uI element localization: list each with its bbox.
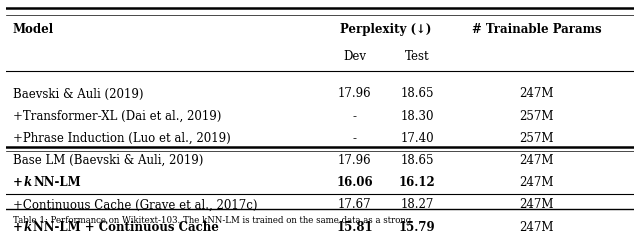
Text: Test: Test (405, 50, 429, 63)
Text: 257M: 257M (519, 132, 554, 145)
Text: # Trainable Params: # Trainable Params (472, 23, 601, 36)
Text: 247M: 247M (519, 198, 554, 211)
Text: +Phrase Induction (Luo et al., 2019): +Phrase Induction (Luo et al., 2019) (13, 132, 230, 145)
Text: Baevski & Auli (2019): Baevski & Auli (2019) (13, 88, 143, 100)
Text: Model: Model (13, 23, 54, 36)
Text: +Continuous Cache (Grave et al., 2017c): +Continuous Cache (Grave et al., 2017c) (13, 198, 257, 211)
Text: 17.40: 17.40 (401, 132, 434, 145)
Text: 18.65: 18.65 (401, 88, 434, 100)
Text: Table 1: Performance on Wikitext-103. The kNN-LM is trained on the same data as : Table 1: Performance on Wikitext-103. Th… (13, 216, 411, 225)
Text: Base LM (Baevski & Auli, 2019): Base LM (Baevski & Auli, 2019) (13, 154, 203, 167)
Text: 16.12: 16.12 (399, 176, 436, 189)
Text: +: + (13, 176, 22, 189)
Text: 17.96: 17.96 (338, 154, 371, 167)
Text: Perplexity (↓): Perplexity (↓) (340, 23, 431, 36)
Text: 15.79: 15.79 (399, 221, 436, 231)
Text: 247M: 247M (519, 154, 554, 167)
Text: 16.06: 16.06 (336, 176, 373, 189)
Text: k: k (24, 176, 32, 189)
Text: NN-LM + Continuous Cache: NN-LM + Continuous Cache (33, 221, 220, 231)
Text: 247M: 247M (519, 88, 554, 100)
Text: 247M: 247M (519, 176, 554, 189)
Text: +Transformer-XL (Dai et al., 2019): +Transformer-XL (Dai et al., 2019) (13, 110, 221, 123)
Text: -: - (353, 132, 356, 145)
Text: k: k (24, 221, 32, 231)
Text: 17.67: 17.67 (338, 198, 371, 211)
Text: 18.30: 18.30 (401, 110, 434, 123)
Text: Dev: Dev (343, 50, 366, 63)
Text: -: - (353, 110, 356, 123)
Text: 15.81: 15.81 (336, 221, 373, 231)
Text: NN-LM: NN-LM (33, 176, 81, 189)
Text: 257M: 257M (519, 110, 554, 123)
Text: 18.27: 18.27 (401, 198, 434, 211)
Text: +: + (13, 221, 22, 231)
Text: 17.96: 17.96 (338, 88, 371, 100)
Text: 247M: 247M (519, 221, 554, 231)
Text: 18.65: 18.65 (401, 154, 434, 167)
